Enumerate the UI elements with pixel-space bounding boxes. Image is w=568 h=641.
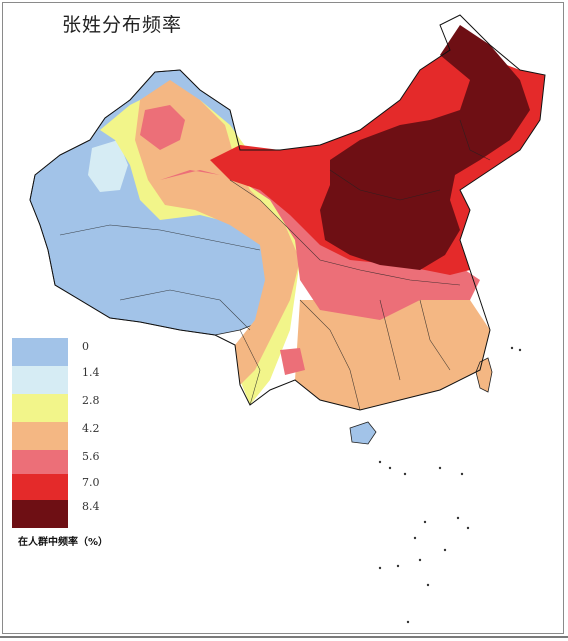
legend-label-3: 4.2	[82, 422, 100, 435]
legend-label-6: 8.4	[82, 500, 100, 513]
region-xinjiang-light	[88, 140, 128, 192]
legend-swatch-5	[12, 474, 68, 502]
legend-swatch-6	[12, 500, 68, 528]
legend-label-2: 2.8	[82, 394, 100, 407]
south-sea-islands	[378, 346, 522, 624]
province-borders	[59, 119, 491, 411]
country-outline	[29, 14, 546, 411]
legend-label-5: 7.0	[82, 476, 100, 489]
legend-swatch-3	[12, 422, 68, 450]
legend-swatch-0	[12, 338, 68, 366]
legend-swatch-4	[12, 450, 68, 478]
region-darkred	[320, 25, 530, 270]
map-title: 张姓分布频率	[62, 14, 183, 36]
bottom-divider	[0, 636, 568, 638]
legend-label-0: 0	[82, 340, 89, 353]
region-pink	[140, 105, 480, 375]
region-hainan	[349, 421, 377, 445]
legend-label-1: 1.4	[82, 366, 100, 379]
legend-swatch-1	[12, 366, 68, 394]
legend-label-4: 5.6	[82, 450, 100, 463]
legend-swatch-2	[12, 394, 68, 422]
map-frame	[2, 2, 564, 634]
legend-caption: 在人群中频率（%）	[18, 537, 109, 548]
